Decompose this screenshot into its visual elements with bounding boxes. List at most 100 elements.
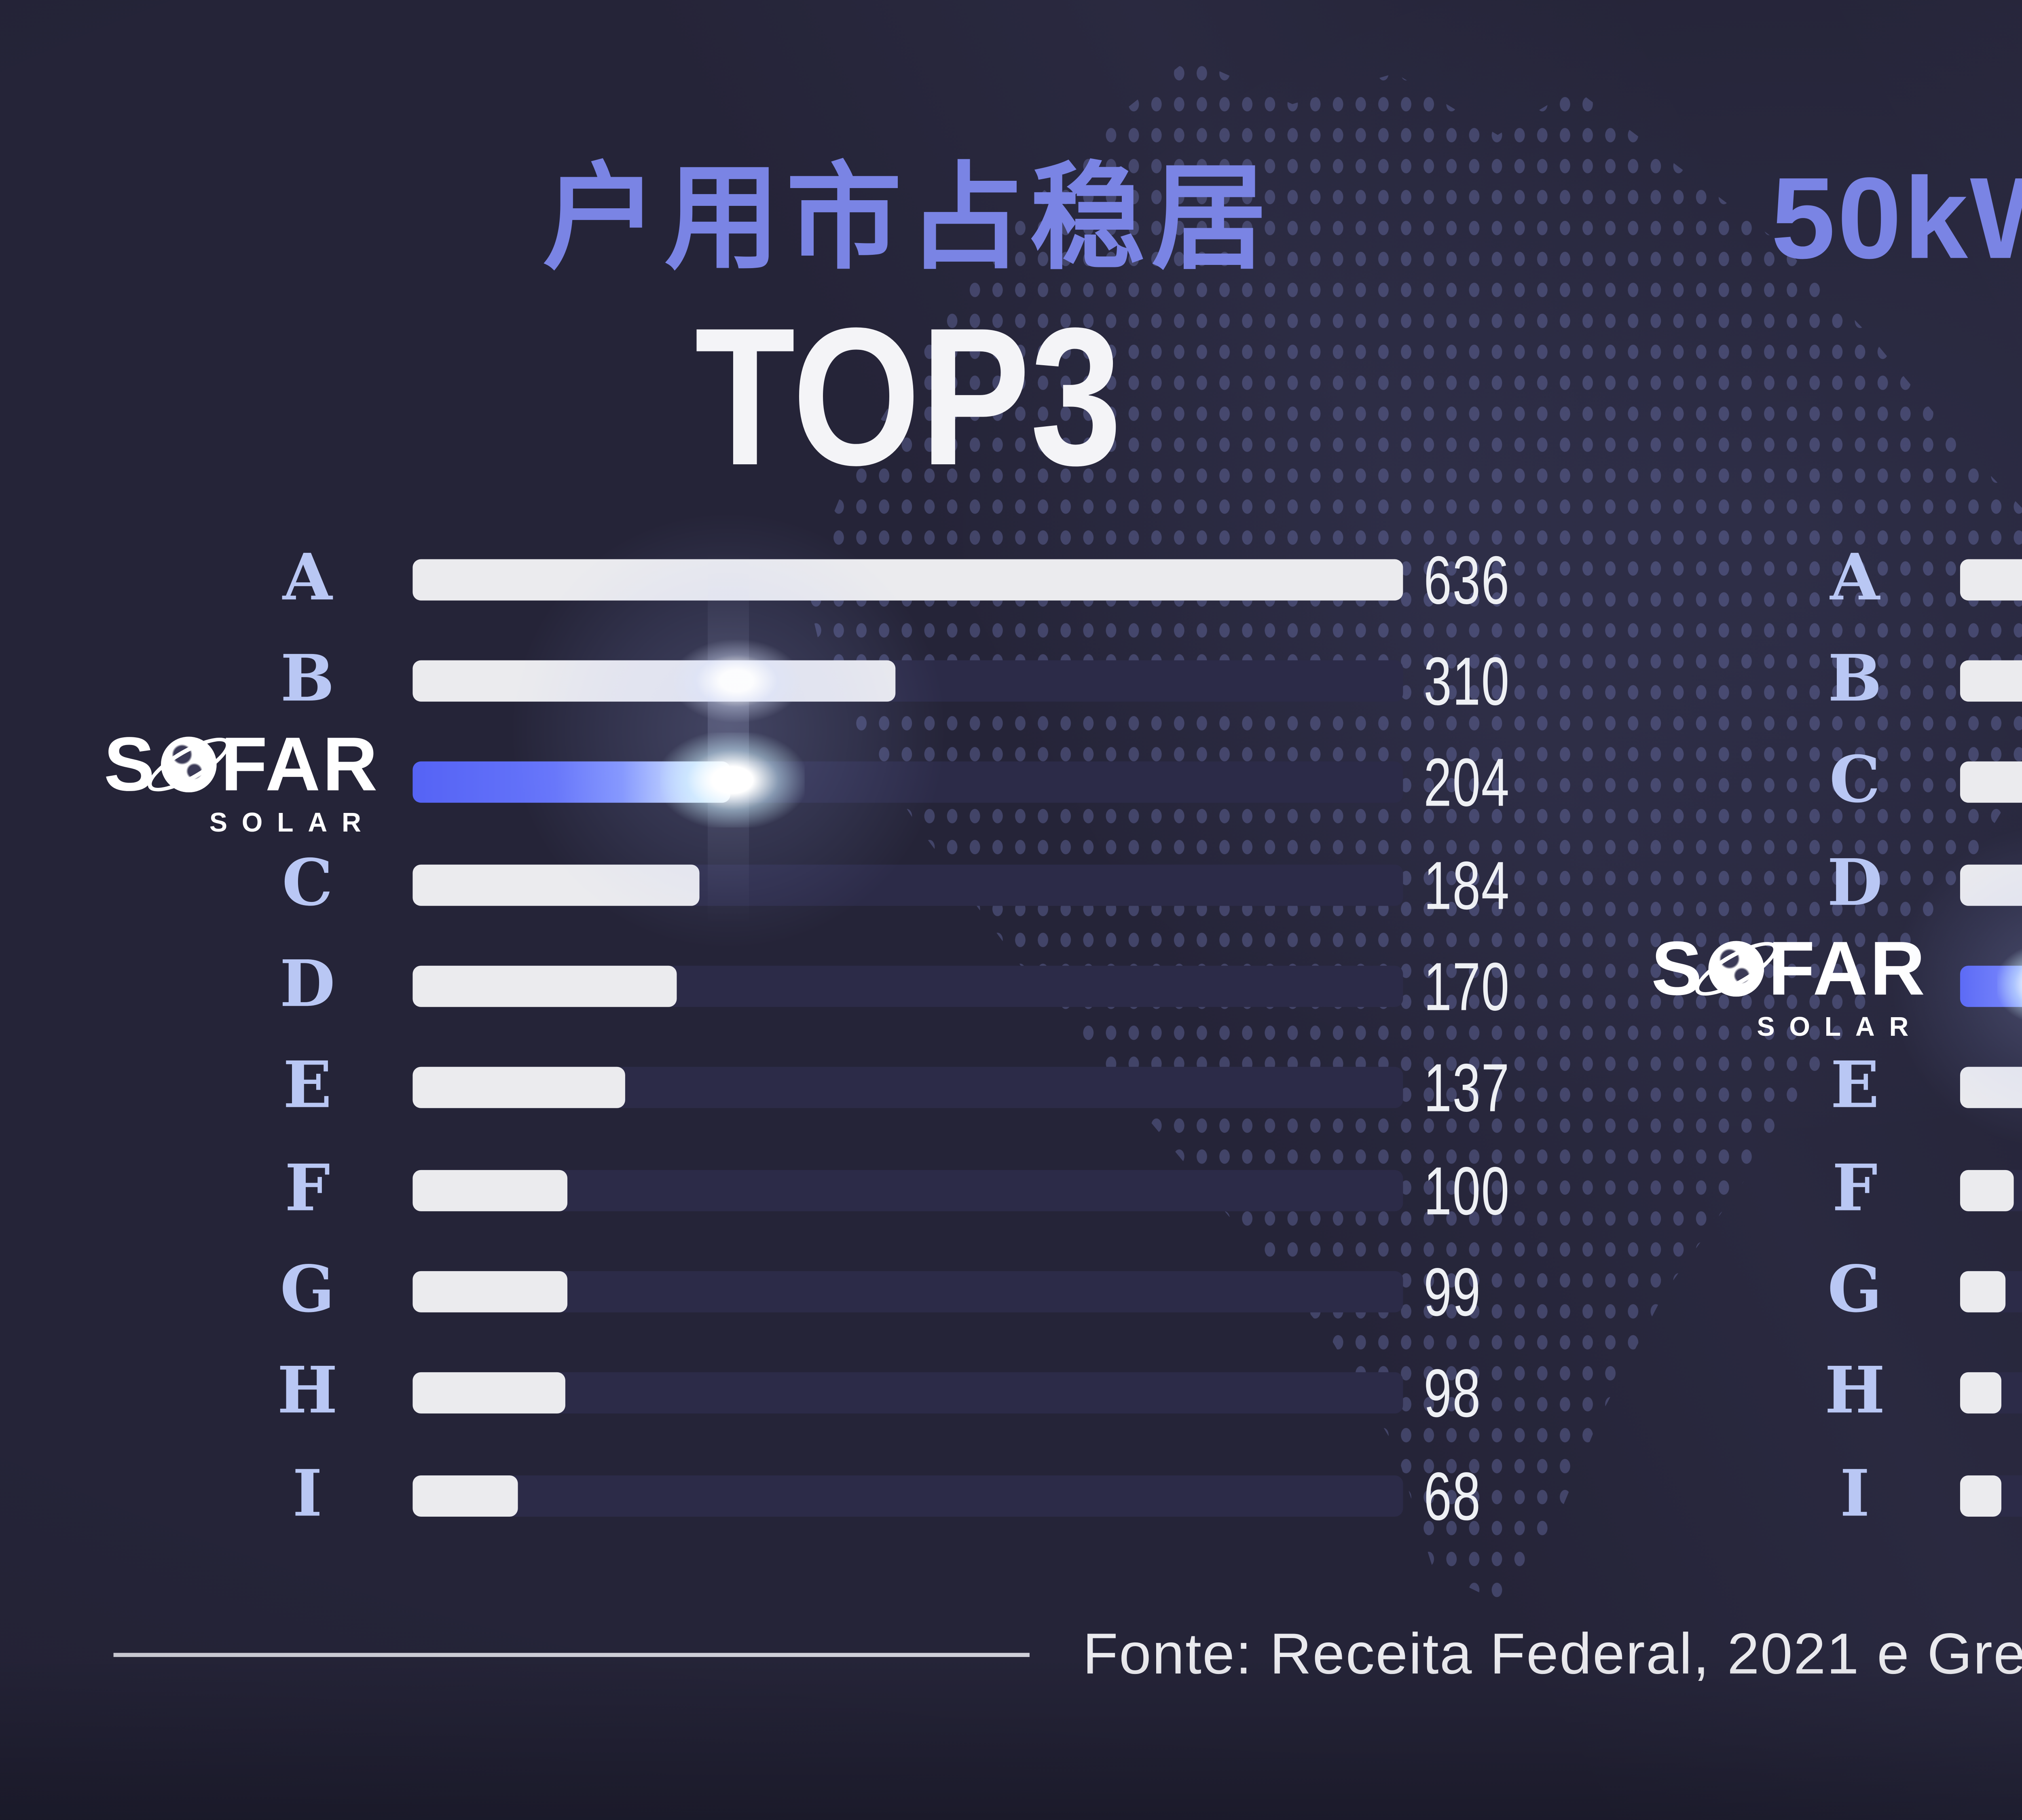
bar-label: H <box>1824 1355 1885 1430</box>
bar-value: 204 <box>1423 745 1510 821</box>
globe-orbit-icon <box>1688 932 1784 1006</box>
sofar-solar-logo: S FAR SOLAR <box>70 727 379 839</box>
bar-label: E <box>1830 1050 1880 1125</box>
bar-label: I <box>1840 1457 1870 1532</box>
bar-value: 310 <box>1423 643 1510 720</box>
bar-row: E 137 <box>283 1037 1509 1139</box>
bar-track <box>412 1067 1403 1109</box>
bar-row: I64 <box>1840 1445 2022 1547</box>
right-chart-title: 50kW及以上电站市占稳居 <box>1771 152 2022 283</box>
bar-label: B <box>1827 643 1882 717</box>
bar-value: 170 <box>1423 948 1510 1025</box>
globe-orbit-icon <box>141 728 237 802</box>
logo-word-end: FAR <box>220 723 380 808</box>
bar-fill <box>412 558 1403 600</box>
bar-label: C <box>1829 745 1880 819</box>
bar-row: C511 <box>1830 732 2022 834</box>
bar-track <box>1960 1271 2022 1313</box>
bar-track <box>412 762 1403 804</box>
bar-value: 137 <box>1423 1050 1510 1127</box>
bar-row: E124 <box>1830 1037 2022 1139</box>
bar-row: H65 <box>1825 1343 2022 1445</box>
bar-track <box>1960 1373 2022 1415</box>
bar-label: E <box>283 1050 332 1125</box>
logo-word-start: S <box>104 723 157 808</box>
bar-fill <box>1960 1067 2022 1109</box>
bar-row: S FAR SOLAR 204 <box>104 727 1509 839</box>
bar-track <box>412 1169 1403 1211</box>
bar-row: A 636 <box>283 528 1509 630</box>
bar-value: 100 <box>1423 1152 1510 1228</box>
left-chart-rank: TOP3 <box>694 289 1121 508</box>
bar-fill <box>1960 1373 2002 1415</box>
bar-row: I 68 <box>292 1445 1481 1547</box>
bar-fill <box>412 965 677 1007</box>
footer: Fonte: Receita Federal, 2021 e Greener <box>113 1622 2022 1688</box>
bar-track <box>1960 762 2022 804</box>
bar-fill-highlight <box>1960 965 2022 1007</box>
bar-fill <box>1960 864 2022 906</box>
bar-track <box>412 1475 1403 1516</box>
bar-fill-highlight <box>412 762 730 804</box>
bar-label: G <box>280 1253 335 1328</box>
bar-label: F <box>1832 1152 1878 1226</box>
bar-label: A <box>1830 541 1880 616</box>
bar-label: F <box>285 1152 330 1226</box>
bar-value: 68 <box>1423 1457 1481 1534</box>
bar-label: D <box>279 948 335 1023</box>
bar-track <box>412 1271 1403 1313</box>
bar-value: 636 <box>1423 541 1510 618</box>
bar-value: 184 <box>1423 846 1510 923</box>
bar-fill <box>1960 1475 2001 1516</box>
bar-row: B 310 <box>280 630 1509 732</box>
bar-track <box>1960 660 2022 702</box>
bar-fill <box>412 660 896 702</box>
logo-subtitle: SOLAR <box>1757 1011 1923 1042</box>
bar-track <box>412 864 1403 906</box>
bar-fill <box>1960 762 2022 804</box>
bar-label: C <box>282 846 333 921</box>
bar-row: G70 <box>1827 1241 2022 1343</box>
bar-label: A <box>282 541 332 616</box>
bar-track <box>1960 864 2022 906</box>
bar-value: 98 <box>1423 1355 1481 1432</box>
bar-track <box>1960 1169 2022 1211</box>
bar-value: 99 <box>1423 1253 1481 1330</box>
bar-fill <box>1960 1271 2005 1313</box>
bar-track <box>412 660 1403 702</box>
footer-source: Fonte: Receita Federal, 2021 e Greener <box>1083 1622 2022 1686</box>
bar-fill <box>412 1475 519 1516</box>
bar-label: I <box>292 1457 323 1532</box>
bar-label: H <box>277 1355 338 1430</box>
logo-word-start: S <box>1651 927 1705 1012</box>
sofar-solar-logo: S FAR SOLAR <box>1618 931 1927 1042</box>
bar-row: F83 <box>1832 1139 2022 1241</box>
bar-row: SFARSOLAR137 <box>1651 931 2022 1042</box>
left-chart-title: 户用市占稳居 <box>542 152 1273 283</box>
bar-track <box>1960 1067 2022 1109</box>
bar-row: G 99 <box>280 1241 1481 1343</box>
logo-subtitle: SOLAR <box>209 807 376 839</box>
bar-track <box>1960 965 2022 1007</box>
bar-label: D <box>1827 846 1883 921</box>
bar-row: F 100 <box>285 1139 1509 1241</box>
bar-track <box>412 1373 1403 1415</box>
footer-divider-left <box>113 1653 1029 1657</box>
right-bar-chart: A1,567B1,203C511D214SFARSOLAR137E124F83G… <box>1651 528 2022 1547</box>
left-bar-chart: A 636 B 310 S FAR SOLAR 204 C 184 D 170 E 137 F 100 G 99 H… <box>104 528 1510 1547</box>
bar-fill <box>1960 558 2022 600</box>
bar-row: D214 <box>1827 834 2022 935</box>
bar-fill <box>412 1169 569 1211</box>
bar-track <box>1960 558 2022 600</box>
right-chart-rank: TOP5 <box>1750 301 2022 497</box>
bar-row: B1,203 <box>1828 630 2022 732</box>
bar-row: C 184 <box>282 834 1509 935</box>
bar-row: H 98 <box>277 1343 1481 1445</box>
bar-fill <box>1960 1169 2014 1211</box>
bar-fill <box>412 1271 567 1313</box>
bar-fill <box>412 864 699 906</box>
bar-fill <box>412 1373 565 1415</box>
bar-row: D 170 <box>280 935 1510 1037</box>
bar-label: G <box>1827 1253 1882 1328</box>
bar-label: B <box>280 643 335 717</box>
